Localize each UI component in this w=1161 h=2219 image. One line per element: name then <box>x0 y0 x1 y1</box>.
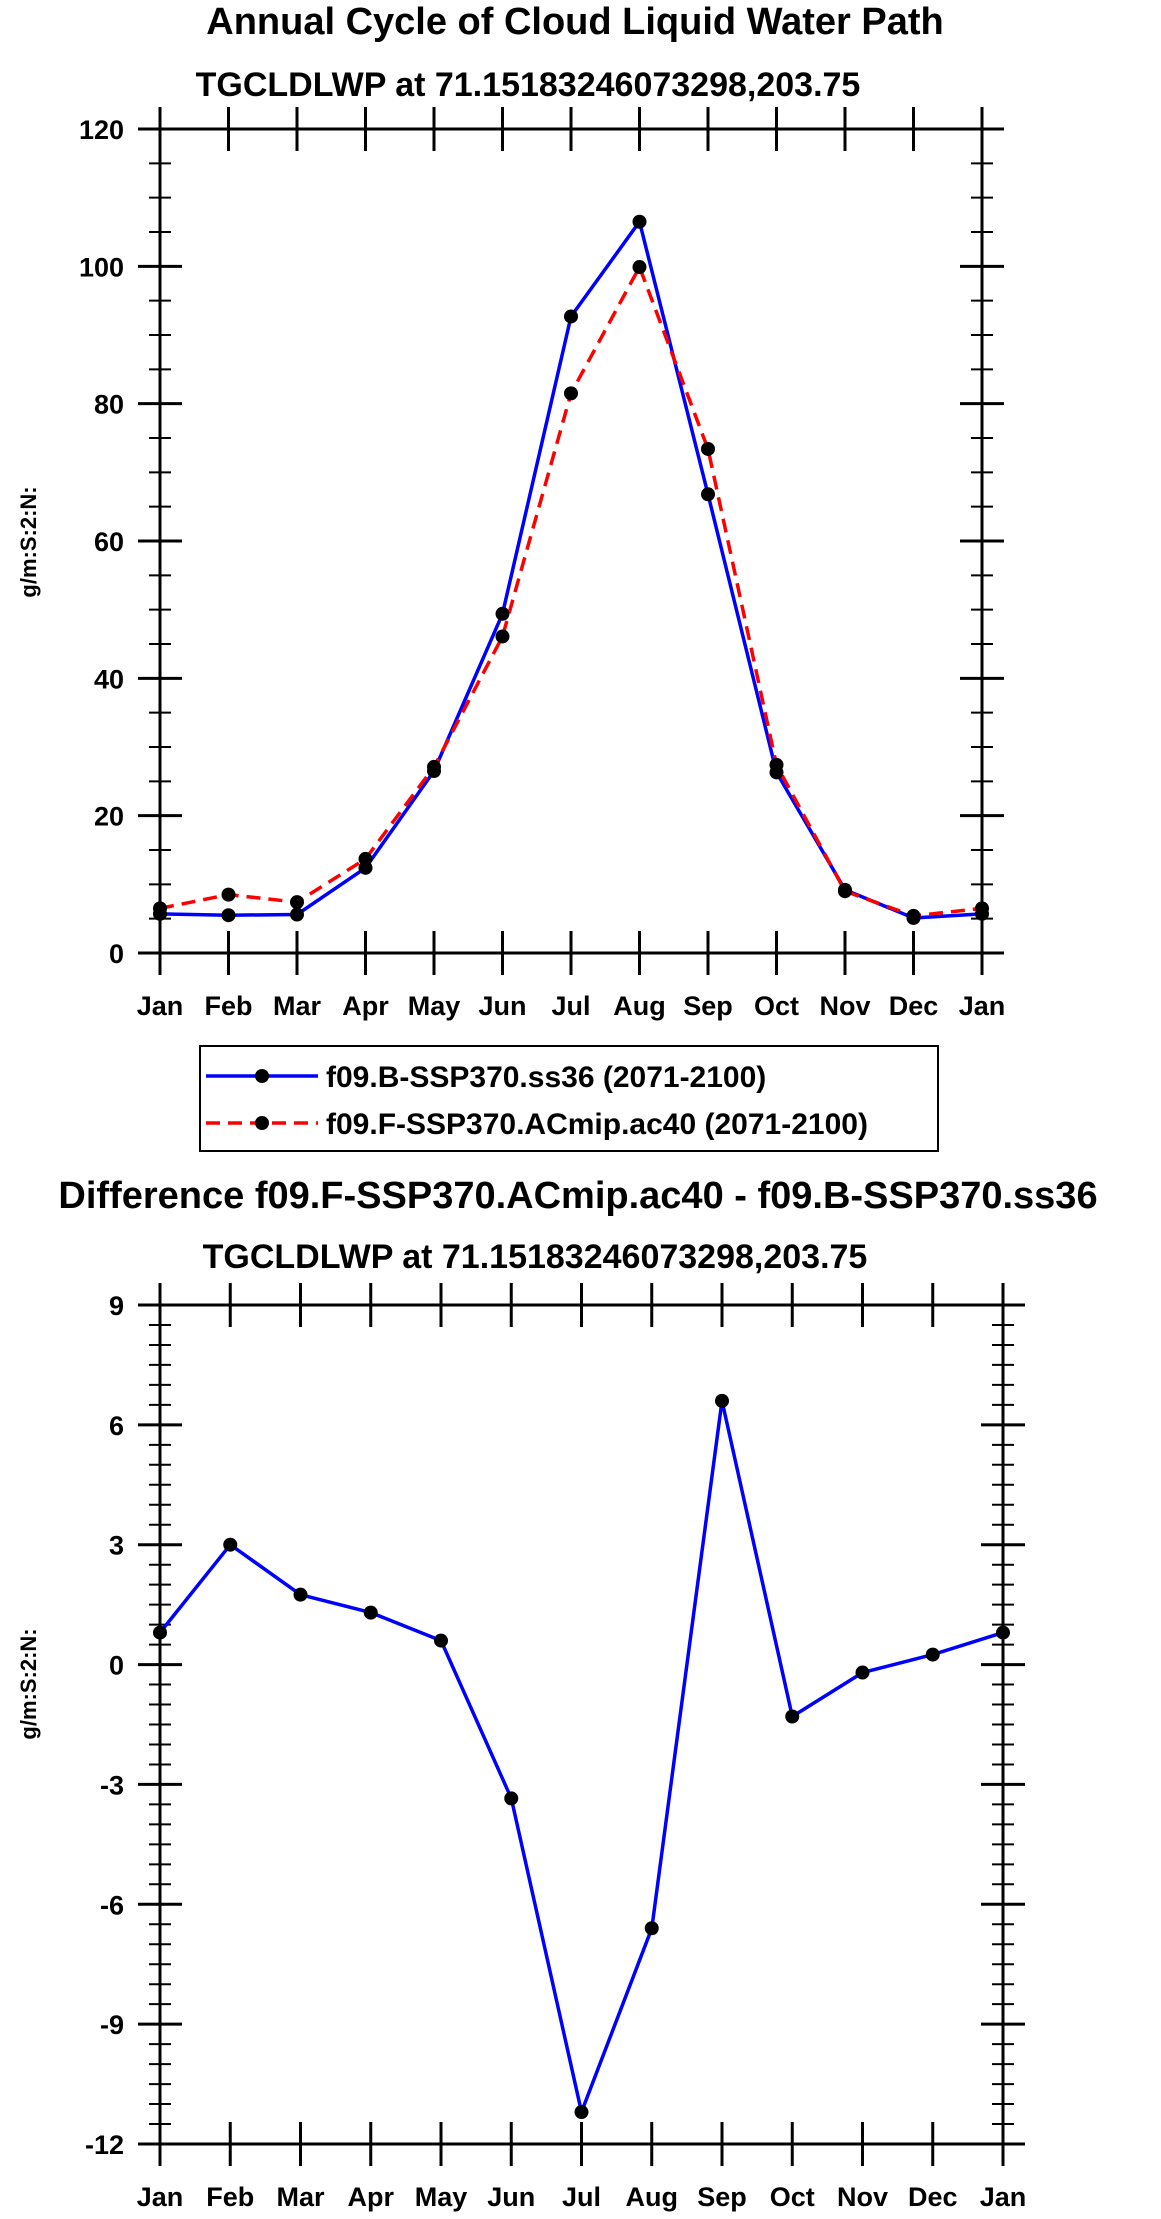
series-1-point <box>996 1625 1010 1640</box>
series-1-point <box>495 606 510 621</box>
y-tick-label: 100 <box>79 252 124 282</box>
legend-label-series-1: f09.B-SSP370.ss36 (2071-2100) <box>326 1061 766 1094</box>
chart-subtitle: TGCLDLWP at 71.15183246073298,203.75 <box>196 66 861 104</box>
y-tick-label: 9 <box>109 1291 124 1321</box>
legend-label-series-2: f09.F-SSP370.ACmip.ac40 (2071-2100) <box>326 1108 868 1141</box>
x-tick-label: Nov <box>837 2182 888 2212</box>
series-2-point <box>358 851 373 866</box>
series-2-point <box>153 901 167 916</box>
x-tick-label: Jul <box>551 991 590 1021</box>
x-tick-label: Feb <box>206 2182 254 2212</box>
y-tick-label: -3 <box>100 1770 124 1800</box>
x-tick-label: Aug <box>626 2182 678 2212</box>
x-tick-label: Mar <box>273 991 322 1021</box>
legend-marker-series-2 <box>255 1116 269 1130</box>
series-line-1 <box>159 219 983 920</box>
x-tick-label: Nov <box>819 991 870 1021</box>
series-1-point <box>632 214 647 229</box>
x-tick-label: Sep <box>683 991 733 1021</box>
x-tick-label: May <box>408 991 461 1021</box>
x-tick-label: May <box>415 2182 468 2212</box>
series-1-point <box>574 2105 589 2120</box>
x-tick-label: Jan <box>980 2182 1027 2212</box>
series-2-point <box>495 629 510 644</box>
series-1-point <box>504 1791 519 1806</box>
series-1-point <box>855 1665 870 1680</box>
chart-subtitle: TGCLDLWP at 71.15183246073298,203.75 <box>203 1238 868 1276</box>
series-1-point <box>223 1537 238 1552</box>
x-tick-label: Jan <box>137 991 184 1021</box>
series-1-point <box>715 1393 729 1408</box>
y-tick-label: 20 <box>94 802 124 832</box>
y-tick-label: 60 <box>94 527 124 557</box>
series-2-point <box>838 884 852 899</box>
x-tick-label: Jul <box>562 2182 601 2212</box>
y-tick-label: 3 <box>109 1531 124 1561</box>
x-tick-label: Dec <box>889 991 939 1021</box>
series-2-point <box>632 260 647 275</box>
y-tick-label: 0 <box>109 939 124 969</box>
series-2-point <box>975 901 989 916</box>
series-1-point <box>785 1709 800 1724</box>
series-2-point <box>564 386 578 401</box>
series-1-point <box>290 907 304 922</box>
x-tick-label: Dec <box>908 2182 958 2212</box>
x-tick-label: Sep <box>697 2182 747 2212</box>
series-1-point <box>293 1587 308 1602</box>
series-2-point <box>701 441 715 456</box>
x-tick-label: Mar <box>276 2182 325 2212</box>
series-1-point <box>644 1921 659 1936</box>
difference-chart: Difference f09.F-SSP370.ACmip.ac40 - f09… <box>16 1175 1098 2212</box>
x-tick-label: Jun <box>478 991 526 1021</box>
y-tick-label: -9 <box>100 2010 124 2040</box>
y-axis-label: g/m:S:2:N: <box>16 1628 41 1739</box>
series-2-point <box>290 895 304 910</box>
legend-marker-series-1 <box>255 1069 269 1083</box>
x-tick-label: Jan <box>959 991 1006 1021</box>
x-tick-label: Apr <box>348 2182 395 2212</box>
chart-title: Difference f09.F-SSP370.ACmip.ac40 - f09… <box>58 1175 1097 1217</box>
series-1-point <box>564 309 578 324</box>
y-tick-label: -12 <box>85 2130 124 2160</box>
x-tick-label: Jun <box>487 2182 535 2212</box>
plot-frame <box>158 127 984 955</box>
y-axis-label: g/m:S:2:N: <box>16 486 41 597</box>
legend: f09.B-SSP370.ss36 (2071-2100) f09.F-SSP3… <box>199 1045 939 1152</box>
plot-frame <box>158 1303 1005 2146</box>
y-tick-label: 40 <box>94 664 124 694</box>
series-1-point <box>701 487 715 502</box>
annual-cycle-chart: Annual Cycle of Cloud Liquid Water Path … <box>16 1 1005 1021</box>
legend-box <box>199 1045 939 1152</box>
series-1-point <box>221 908 236 923</box>
y-tick-label: 80 <box>94 390 124 420</box>
y-tick-label: 0 <box>109 1651 124 1681</box>
y-tick-label: 6 <box>109 1411 124 1441</box>
series-1-point <box>363 1605 378 1620</box>
x-tick-label: Feb <box>204 991 252 1021</box>
series-1-point <box>153 1625 167 1640</box>
series-2-point <box>906 908 921 923</box>
series-1-point <box>925 1647 940 1662</box>
series-line-2 <box>159 265 983 918</box>
series-line-1 <box>158 1399 1004 2114</box>
chart-title: Annual Cycle of Cloud Liquid Water Path <box>206 1 944 43</box>
series-2-point <box>427 759 441 774</box>
series-2-point <box>221 887 236 902</box>
series-1-point <box>434 1633 448 1648</box>
x-tick-label: Apr <box>342 991 389 1021</box>
x-tick-label: Jan <box>137 2182 184 2212</box>
x-tick-label: Oct <box>754 991 799 1021</box>
x-tick-label: Oct <box>770 2182 815 2212</box>
x-tick-label: Aug <box>613 991 665 1021</box>
y-tick-label: 120 <box>79 115 124 145</box>
y-tick-label: -6 <box>100 1890 124 1920</box>
series-2-point <box>769 757 784 772</box>
